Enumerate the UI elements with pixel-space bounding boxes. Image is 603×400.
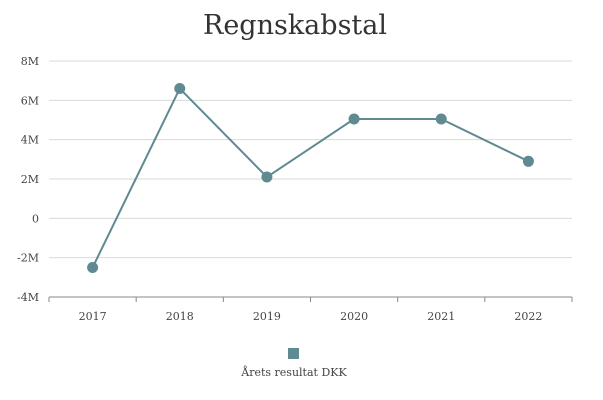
- y-tick-label: 6M: [21, 94, 39, 107]
- y-tick-label: 4M: [21, 134, 39, 147]
- gridlines: [49, 60, 572, 259]
- data-point[interactable]: [87, 262, 99, 273]
- legend-label[interactable]: Årets resultat DKK: [240, 365, 347, 379]
- x-tick-label: 2021: [427, 310, 455, 323]
- x-tick-label: 2022: [514, 310, 542, 323]
- data-point[interactable]: [348, 113, 360, 125]
- y-tick-label: -4M: [17, 291, 39, 304]
- x-tick-label: 2018: [166, 310, 194, 323]
- series-line: [91, 87, 529, 268]
- x-tick-label: 2019: [253, 310, 281, 323]
- chart-title: Regnskabstal: [203, 10, 387, 41]
- x-axis: [48, 296, 573, 302]
- y-tick-label: 2M: [21, 173, 39, 186]
- series-layer: [87, 83, 534, 273]
- legend[interactable]: Årets resultat DKK: [240, 348, 347, 379]
- y-axis-tick-labels: 8M 6M 4M 2M 0 -2M -4M: [17, 55, 39, 304]
- x-tick-label: 2020: [340, 310, 368, 323]
- data-point[interactable]: [261, 171, 273, 183]
- y-tick-label: -2M: [17, 252, 39, 265]
- x-tick-label: 2017: [79, 310, 107, 323]
- data-point[interactable]: [522, 155, 534, 167]
- data-point[interactable]: [435, 113, 447, 125]
- data-point[interactable]: [174, 83, 186, 95]
- legend-swatch[interactable]: [288, 348, 299, 359]
- y-tick-label: 0: [32, 212, 39, 225]
- x-axis-tick-labels: 2017 2018 2019 2020 2021 2022: [79, 310, 543, 323]
- y-tick-label: 8M: [21, 55, 39, 68]
